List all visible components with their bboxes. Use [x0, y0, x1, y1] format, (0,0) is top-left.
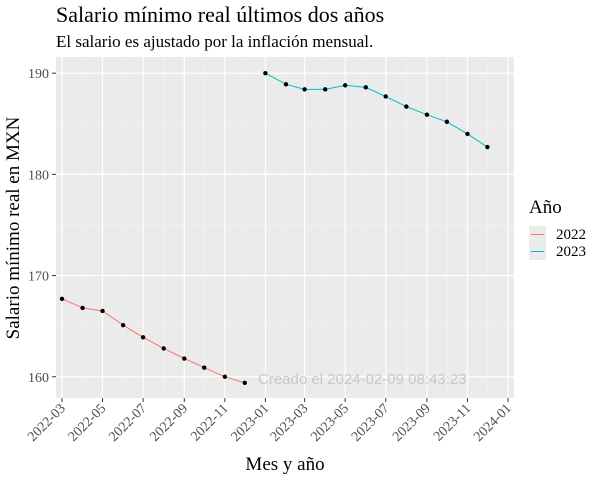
- x-tick-label: 2022-11: [188, 401, 231, 444]
- x-tick-label: 2023-11: [431, 401, 474, 444]
- data-point-2023: [444, 119, 450, 124]
- data-point-2023: [283, 82, 289, 87]
- data-point-2022: [59, 296, 65, 302]
- legend-label-2022: 2022: [556, 227, 586, 243]
- data-point-2023: [363, 85, 368, 90]
- series-points: [59, 70, 490, 386]
- data-point-2022: [242, 380, 247, 386]
- data-point-2022: [161, 346, 166, 351]
- x-tick-label: 2023-09: [390, 401, 434, 445]
- x-tick-label: 2022-03: [25, 401, 69, 445]
- data-point-2022: [202, 365, 207, 370]
- x-axis-label: Mes y año: [245, 454, 324, 475]
- x-tick-label: 2023-05: [308, 401, 352, 445]
- legend-title: Año: [529, 197, 562, 218]
- data-point-2023: [383, 94, 388, 99]
- x-tick-label: 2022-09: [148, 401, 192, 445]
- legend-label-2023: 2023: [556, 244, 586, 260]
- data-point-2023: [424, 112, 430, 117]
- x-tick-label: 2023-01: [229, 401, 273, 445]
- chart-subtitle: El salario es ajustado por la inflación …: [56, 32, 373, 51]
- data-point-2022: [182, 356, 187, 361]
- x-tick-label: 2022-05: [66, 401, 110, 445]
- data-point-2023: [263, 70, 268, 76]
- x-axis-ticks: 2022-032022-052022-072022-092022-112023-…: [25, 398, 515, 445]
- y-axis-label: Salario mínimo real en MXN: [3, 116, 24, 339]
- grid: [56, 57, 514, 398]
- data-point-2023: [485, 144, 490, 150]
- data-point-2022: [100, 308, 105, 314]
- x-tick-label: 2024-01: [471, 401, 515, 445]
- x-tick-label: 2023-03: [268, 401, 312, 445]
- series-line-2023: [265, 72, 488, 148]
- data-point-2022: [140, 335, 146, 340]
- y-tick-label: 160: [28, 371, 49, 386]
- data-point-2023: [465, 131, 470, 137]
- data-point-2022: [80, 305, 85, 311]
- y-tick-label: 170: [28, 270, 49, 285]
- y-tick-label: 180: [28, 168, 49, 183]
- data-point-2022: [120, 322, 126, 328]
- data-point-2023: [342, 83, 348, 88]
- data-point-2022: [222, 374, 228, 379]
- chart-title: Salario mínimo real últimos dos años: [56, 2, 384, 27]
- y-tick-label: 190: [28, 67, 49, 82]
- x-tick-label: 2022-07: [106, 401, 150, 445]
- created-annotation: Creado el 2024-02-09 08:43:23: [258, 371, 467, 388]
- x-tick-label: 2023-07: [349, 401, 393, 445]
- y-axis-ticks: 160 170 180 190: [28, 67, 56, 386]
- series-lines: [61, 72, 488, 384]
- series-line-2022: [61, 298, 245, 384]
- data-point-2023: [404, 104, 409, 109]
- data-point-2023: [323, 87, 328, 92]
- data-point-2023: [302, 87, 307, 92]
